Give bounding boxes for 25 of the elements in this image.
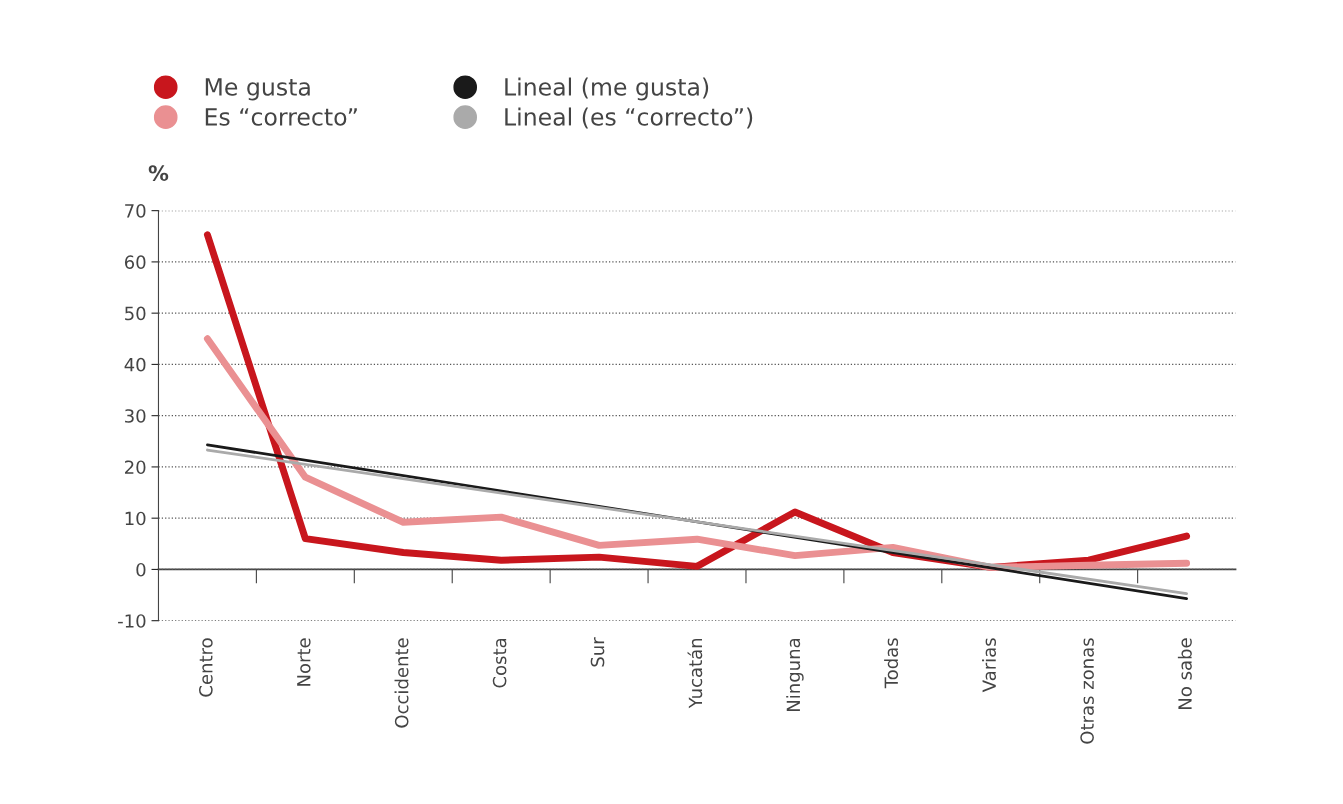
y-tick-label: 20 <box>125 460 146 475</box>
legend-label: Me gusta <box>205 78 310 101</box>
y-tick-label: 50 <box>125 306 146 321</box>
y-axis-title: % <box>148 165 169 181</box>
y-tick-label: 70 <box>125 204 146 218</box>
y-tick-label: -10 <box>118 614 146 628</box>
x-tick-label: Yucatán <box>687 638 703 709</box>
x-tick-label: Sur <box>590 637 605 667</box>
x-tick-label: Todas <box>884 638 899 689</box>
x-tick-label: Centro <box>199 638 213 697</box>
y-tick-label: 60 <box>124 255 146 270</box>
x-tick-label: Otras zonas <box>1080 638 1094 744</box>
x-tick-label: Costa <box>492 638 507 688</box>
legend-label: Es “correcto” <box>205 108 357 126</box>
x-tick-label: No sabe <box>1177 638 1192 709</box>
y-tick-label: 10 <box>125 511 146 526</box>
x-tick-label: Ninguna <box>786 638 804 711</box>
y-tick-label: 40 <box>124 357 146 372</box>
x-tick-label: Varias <box>982 638 997 693</box>
x-tick-label: Norte <box>297 638 311 686</box>
y-tick-label: 0 <box>136 562 146 577</box>
legend-label: Lineal (es “correcto”) <box>505 107 753 129</box>
legend-label: Lineal (me gusta) <box>505 77 709 101</box>
y-tick-label: 30 <box>125 409 146 423</box>
x-tick-label: Occidente <box>394 638 409 728</box>
